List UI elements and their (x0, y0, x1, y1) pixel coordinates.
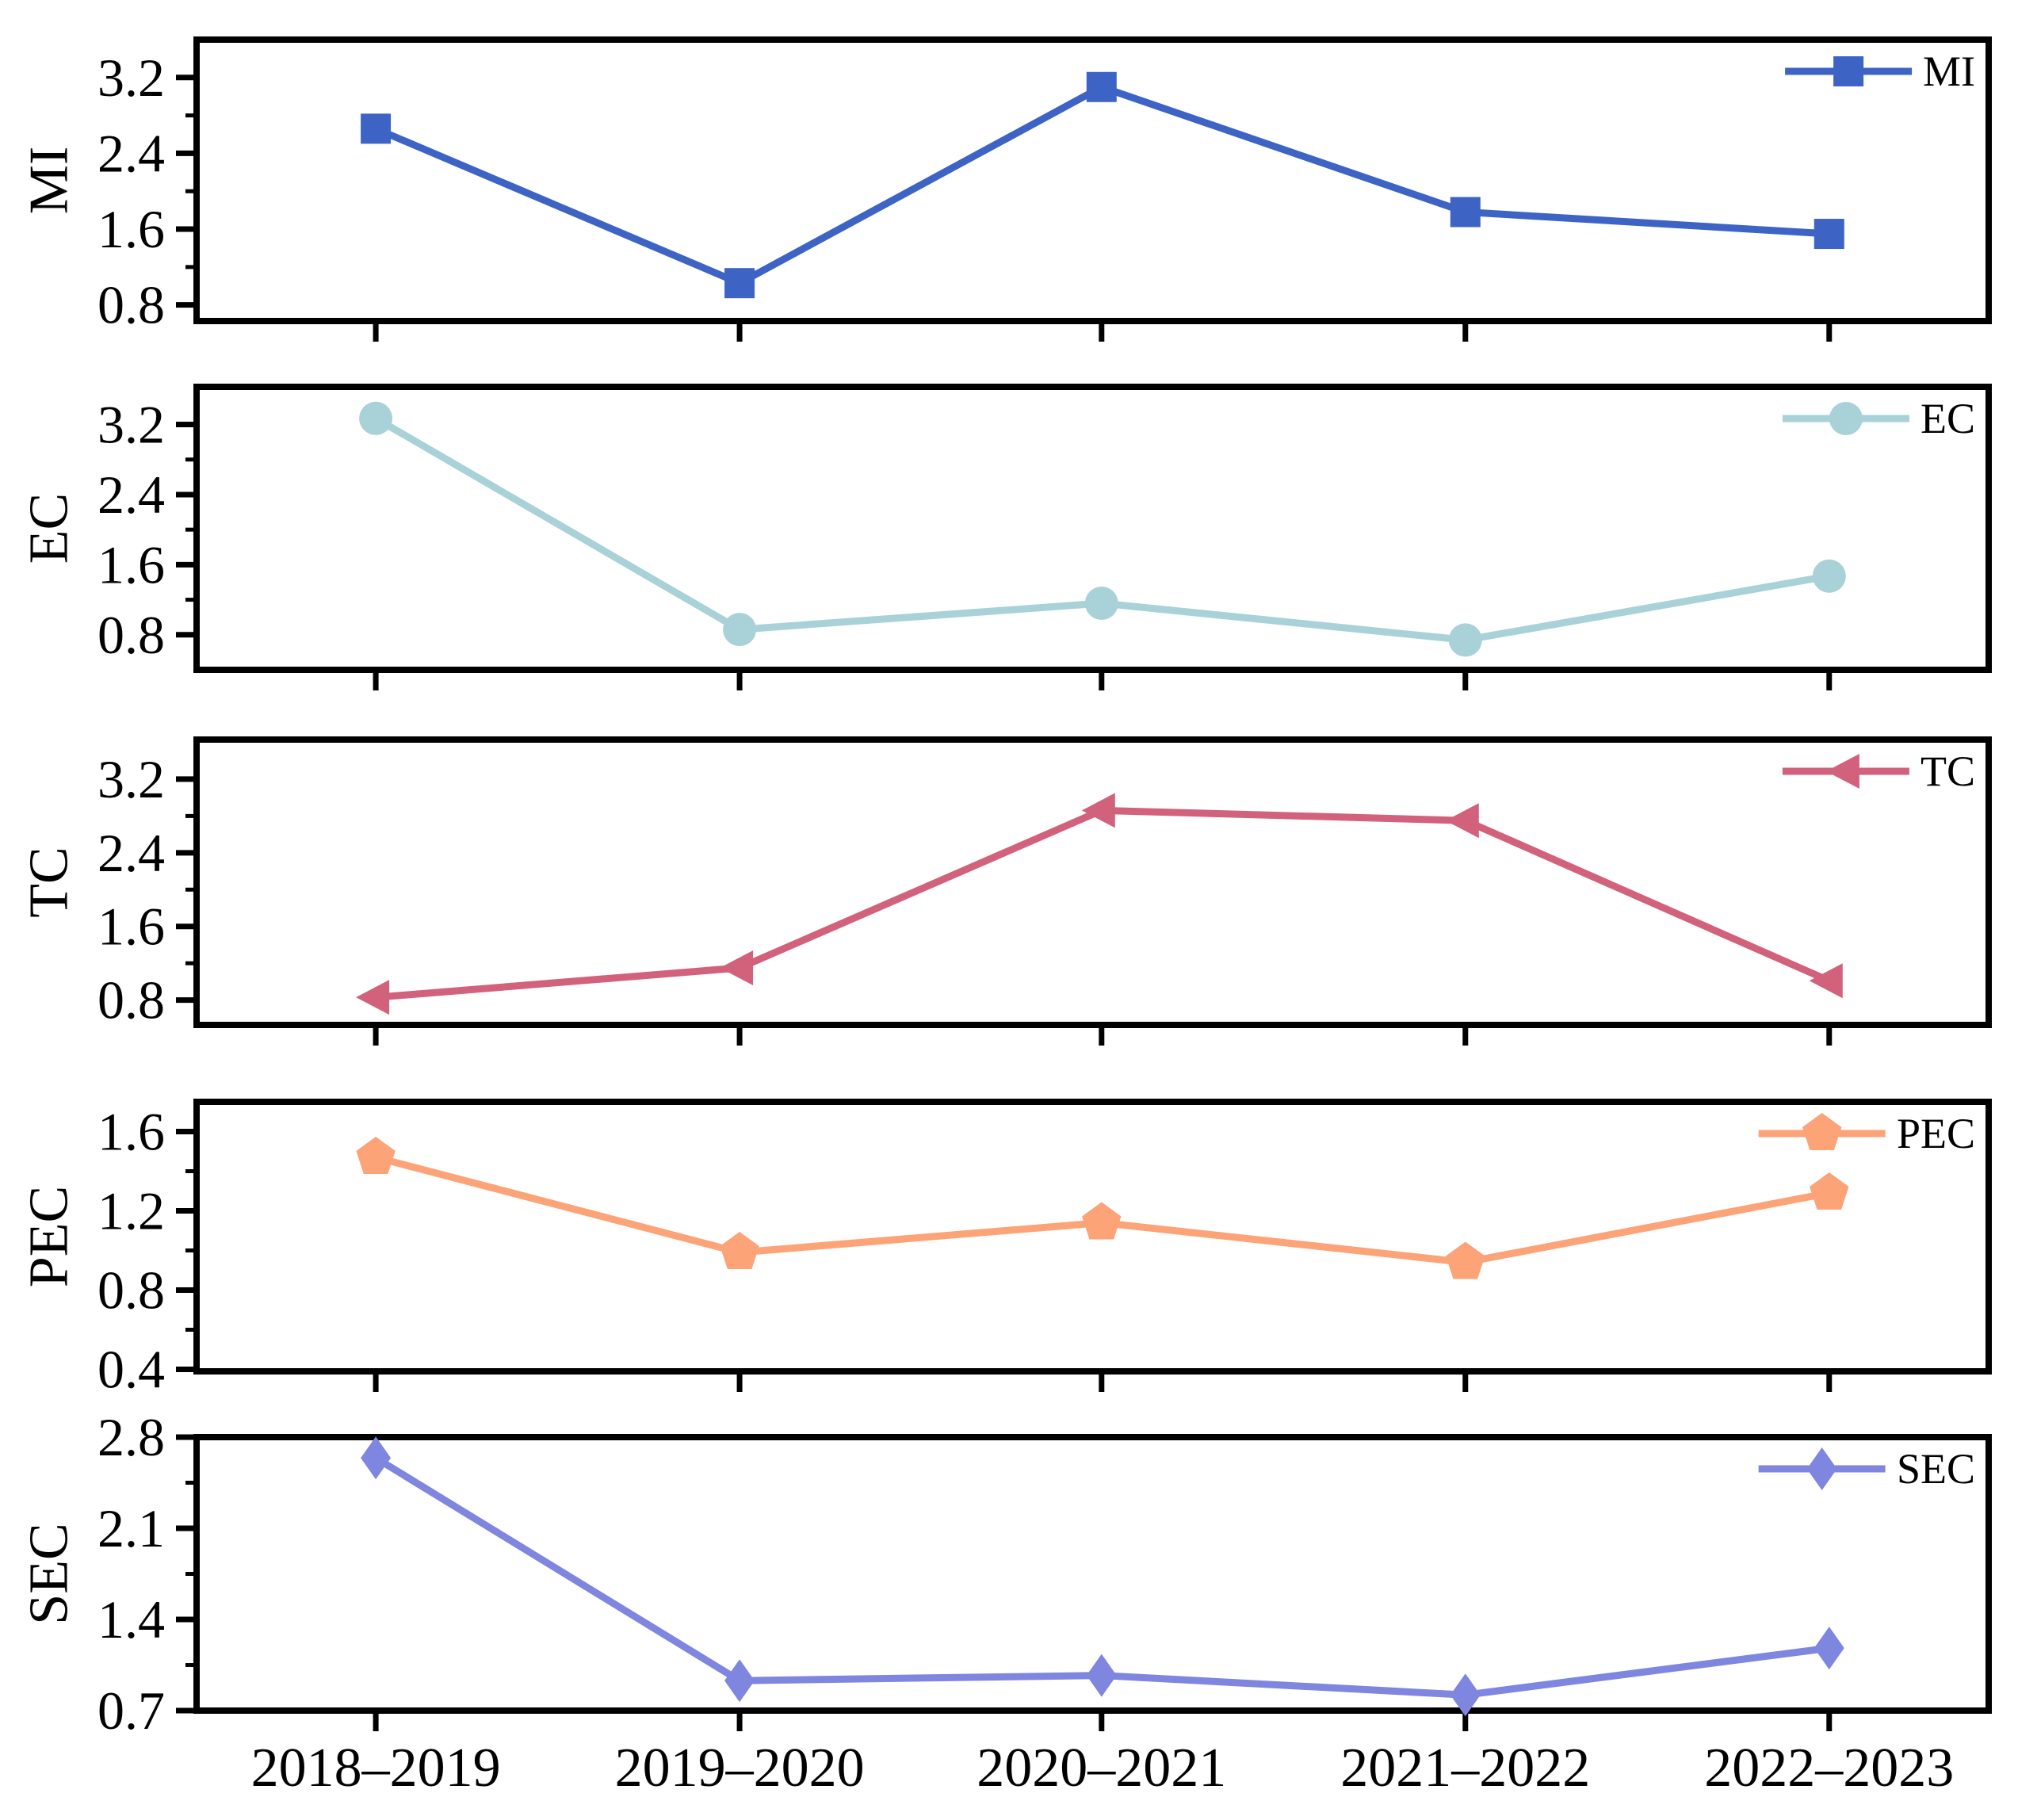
data-point-marker-ec (1812, 559, 1846, 593)
data-point-marker-mi (1814, 219, 1844, 250)
data-point-marker-ec (1084, 587, 1118, 620)
data-point-marker-mi (724, 268, 755, 299)
legend-label-mi: MI (1923, 48, 1975, 95)
y-tick-label: 0.4 (97, 1340, 165, 1400)
legend-label-tc: TC (1921, 748, 1975, 795)
y-tick-label: 2.4 (97, 123, 165, 183)
y-tick-label: 1.2 (97, 1181, 165, 1241)
y-axis-title-pec: PEC (19, 1186, 80, 1287)
y-tick-label: 2.8 (97, 1407, 165, 1467)
data-point-marker-ec (1448, 623, 1482, 657)
data-point-marker-tc (356, 980, 390, 1015)
x-tick-label: 2022–2023 (1704, 1738, 1954, 1799)
panel-tc: 0.8 1.6 2.4 3.2 TC TC (19, 736, 1992, 1046)
y-tick-label: 2.1 (97, 1498, 165, 1558)
y-tick-label: 3.2 (97, 749, 165, 809)
y-tick-label: 1.6 (97, 897, 165, 957)
y-tick-label: 1.6 (97, 534, 165, 595)
y-tick-label: 3.2 (97, 48, 165, 108)
y-axis-title-mi: MI (19, 147, 80, 215)
legend-marker-mi (1833, 56, 1864, 86)
data-point-marker-pec (1082, 1202, 1122, 1240)
y-axis-title-tc: TC (19, 847, 80, 917)
plot-border-tc (193, 736, 1992, 1028)
x-tick-label: 2021–2022 (1340, 1738, 1590, 1799)
data-point-marker-sec (361, 1436, 392, 1480)
panel-pec: 0.4 0.8 1.2 1.6 PEC PEC (19, 1099, 1992, 1400)
y-tick-label: 2.4 (97, 465, 165, 525)
legend-marker-pec (1802, 1113, 1842, 1150)
legend-marker-ec (1829, 402, 1863, 435)
data-point-marker-mi (361, 113, 392, 144)
legend-label-ec: EC (1921, 395, 1975, 442)
panel-mi: 0.8 1.6 2.4 3.2 MI MI (19, 36, 1992, 342)
legend-marker-tc (1825, 754, 1859, 789)
y-tick-label: 0.7 (97, 1680, 165, 1741)
y-tick-label: 1.6 (97, 199, 165, 259)
data-point-marker-sec (724, 1659, 755, 1703)
legend-marker-sec (1806, 1447, 1837, 1490)
plot-border-ec (193, 384, 1992, 673)
x-tick-label: 2018–2019 (251, 1738, 501, 1799)
y-axis-title-sec: SEC (19, 1523, 80, 1624)
y-tick-label: 2.4 (97, 823, 165, 883)
data-point-marker-pec (356, 1137, 396, 1174)
legend-label-sec: SEC (1897, 1445, 1975, 1493)
data-point-marker-mi (1086, 71, 1117, 102)
y-tick-label: 1.4 (97, 1589, 165, 1650)
data-point-marker-mi (1450, 197, 1481, 228)
x-tick-label: 2019–2020 (615, 1738, 865, 1799)
y-axis-title-ec: EC (19, 493, 80, 564)
y-tick-label: 3.2 (97, 395, 165, 455)
data-point-marker-sec (1450, 1673, 1481, 1717)
x-tick-label: 2020–2021 (977, 1738, 1226, 1799)
data-point-marker-tc (1809, 963, 1843, 999)
panel-sec: 0.7 1.4 2.1 2.8 SEC SEC (19, 1407, 1992, 1741)
data-point-marker-tc (1445, 803, 1479, 839)
y-tick-label: 0.8 (97, 605, 165, 665)
y-tick-label: 1.6 (97, 1102, 165, 1162)
y-tick-label: 0.8 (97, 970, 165, 1030)
data-point-marker-pec (1810, 1172, 1849, 1210)
legend-label-pec: PEC (1897, 1110, 1975, 1157)
data-point-marker-ec (723, 613, 757, 647)
data-point-marker-sec (1814, 1627, 1844, 1670)
y-tick-label: 0.8 (97, 1260, 165, 1321)
data-point-marker-pec (720, 1232, 759, 1269)
data-point-marker-tc (720, 950, 754, 985)
y-tick-label: 0.8 (97, 275, 165, 335)
panel-ec: 0.8 1.6 2.4 3.2 EC EC (19, 384, 1992, 690)
data-point-marker-sec (1086, 1654, 1117, 1697)
data-point-marker-tc (1081, 793, 1115, 828)
data-point-marker-pec (1446, 1241, 1485, 1279)
data-point-marker-ec (359, 401, 393, 435)
